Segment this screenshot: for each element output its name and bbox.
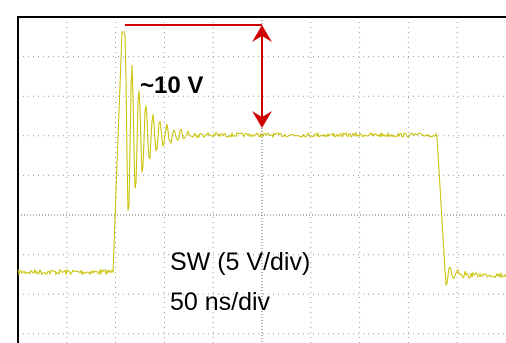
channel-label: SW (5 V/div) [170, 248, 310, 276]
oscilloscope-screenshot: ~10 V SW (5 V/div) 50 ns/div [0, 0, 506, 343]
amplitude-label: ~10 V [140, 72, 203, 99]
timebase-label: 50 ns/div [170, 288, 271, 316]
